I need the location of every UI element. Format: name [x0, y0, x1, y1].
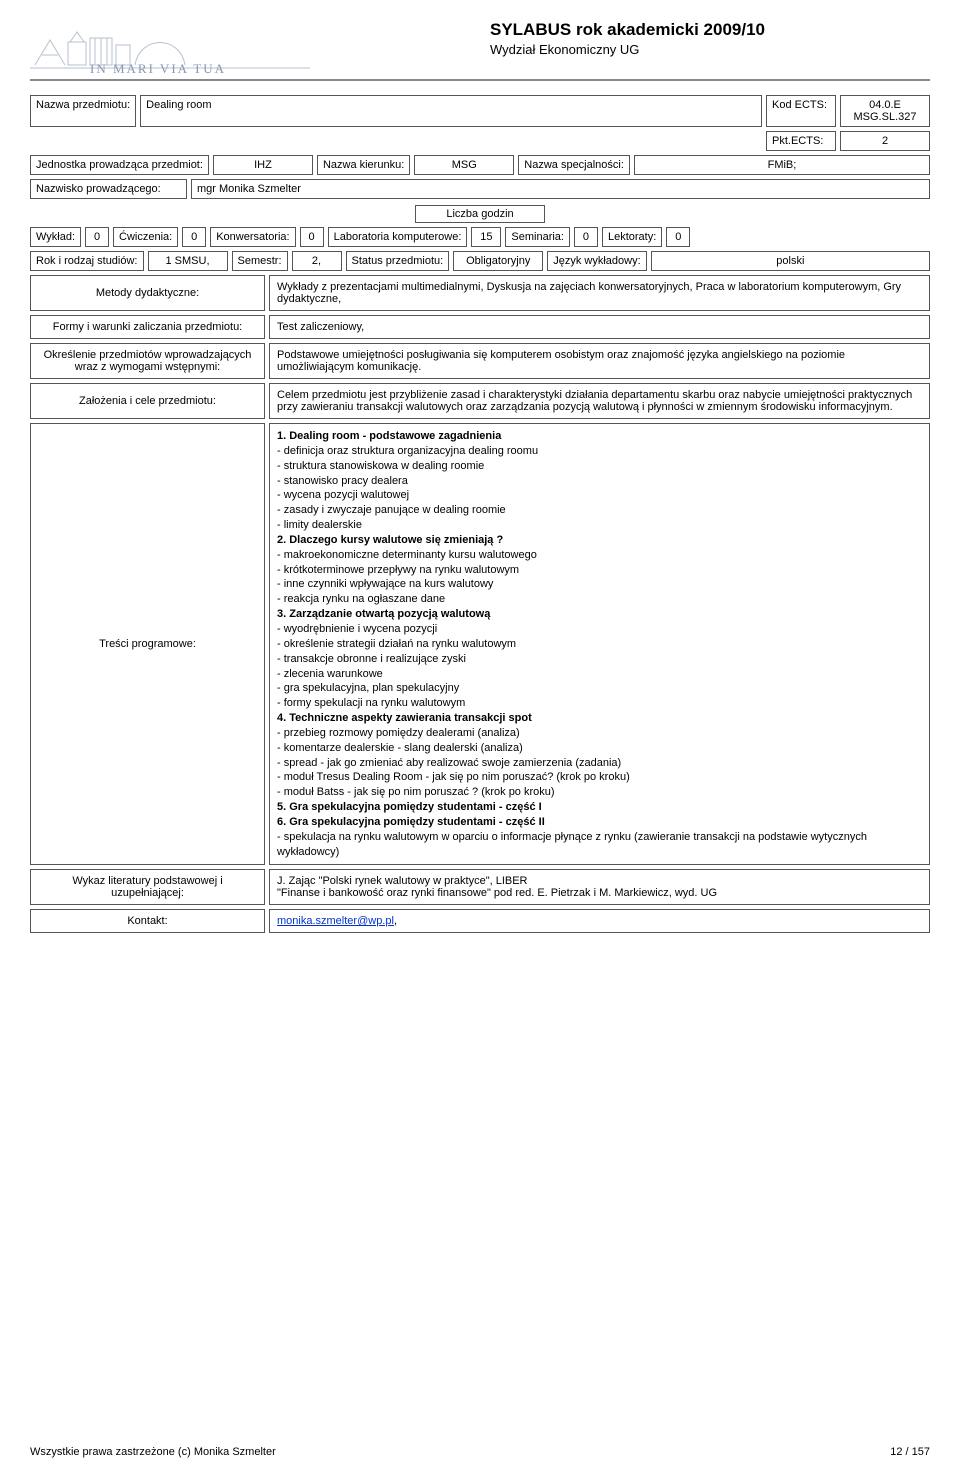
label-wykaz: Wykaz literatury podstawowej i uzupełnia… [30, 869, 265, 905]
syllabus-title: SYLABUS rok akademicki 2009/10 [490, 20, 930, 40]
value-zalozenia: Celem przedmiotu jest przybliżenie zasad… [269, 383, 930, 419]
label-semestr: Semestr: [232, 251, 288, 271]
value-wykaz: J. Zając "Polski rynek walutowy w prakty… [269, 869, 930, 905]
row-kontakt: Kontakt: monika.szmelter@wp.pl, [30, 909, 930, 933]
label-lektoraty: Lektoraty: [602, 227, 662, 247]
email-link[interactable]: monika.szmelter@wp.pl [277, 915, 394, 927]
label-zalozenia: Założenia i cele przedmiotu: [30, 383, 265, 419]
value-nazwa-przedmiotu: Dealing room [140, 95, 762, 127]
label-jezyk: Język wykładowy: [547, 251, 646, 271]
row-liczba-godzin: Liczba godzin [30, 205, 930, 223]
value-laboratoria: 15 [471, 227, 501, 247]
label-okreslenie: Określenie przedmiotów wprowadzających w… [30, 343, 265, 379]
row-study-info: Rok i rodzaj studiów: 1 SMSU, Semestr: 2… [30, 251, 930, 271]
value-seminaria: 0 [574, 227, 598, 247]
row-metody: Metody dydaktyczne: Wykłady z prezentacj… [30, 275, 930, 311]
page-header: IN MARI VIA TUA SYLABUS rok akademicki 2… [30, 20, 930, 81]
value-metody: Wykłady z prezentacjami multimedialnymi,… [269, 275, 930, 311]
label-nazwa-specjalnosci: Nazwa specjalności: [518, 155, 630, 175]
value-tresci: 1. Dealing room - podstawowe zagadnienia… [269, 423, 930, 865]
label-rok-rodzaj: Rok i rodzaj studiów: [30, 251, 144, 271]
value-formy: Test zaliczeniowy, [269, 315, 930, 339]
row-zalozenia: Założenia i cele przedmiotu: Celem przed… [30, 383, 930, 419]
value-kod-ects: 04.0.E MSG.SL.327 [840, 95, 930, 127]
row-subject: Nazwa przedmiotu: Dealing room Kod ECTS:… [30, 95, 930, 127]
value-okreslenie: Podstawowe umiejętności posługiwania się… [269, 343, 930, 379]
label-cwiczenia: Ćwiczenia: [113, 227, 178, 247]
value-wyklad: 0 [85, 227, 109, 247]
value-nazwa-kierunku: MSG [414, 155, 514, 175]
label-jednostka: Jednostka prowadząca przedmiot: [30, 155, 209, 175]
label-nazwa-przedmiotu: Nazwa przedmiotu: [30, 95, 136, 127]
value-lektoraty: 0 [666, 227, 690, 247]
value-status: Obligatoryjny [453, 251, 543, 271]
label-konwersatoria: Konwersatoria: [210, 227, 295, 247]
label-liczba-godzin: Liczba godzin [415, 205, 544, 223]
label-nazwisko-prow: Nazwisko prowadzącego: [30, 179, 187, 199]
value-nazwa-specjalnosci: FMiB; [634, 155, 930, 175]
footer-copyright: Wszystkie prawa zastrzeżone (c) Monika S… [30, 1446, 276, 1458]
page-footer: Wszystkie prawa zastrzeżone (c) Monika S… [30, 1446, 930, 1458]
header-logo: IN MARI VIA TUA [30, 20, 310, 75]
row-formy: Formy i warunki zaliczania przedmiotu: T… [30, 315, 930, 339]
faculty-name: Wydział Ekonomiczny UG [490, 42, 930, 57]
value-jednostka: IHZ [213, 155, 313, 175]
row-okreslenie: Określenie przedmiotów wprowadzających w… [30, 343, 930, 379]
value-pkt-ects: 2 [840, 131, 930, 151]
label-kontakt: Kontakt: [30, 909, 265, 933]
row-lecturer: Nazwisko prowadzącego: mgr Monika Szmelt… [30, 179, 930, 199]
label-wyklad: Wykład: [30, 227, 81, 247]
label-kod-ects: Kod ECTS: [766, 95, 836, 127]
label-laboratoria: Laboratoria komputerowe: [328, 227, 468, 247]
label-metody: Metody dydaktyczne: [30, 275, 265, 311]
value-jezyk: polski [651, 251, 930, 271]
value-konwersatoria: 0 [300, 227, 324, 247]
footer-page-number: 12 / 157 [890, 1446, 930, 1458]
label-tresci: Treści programowe: [30, 423, 265, 865]
row-tresci: Treści programowe: 1. Dealing room - pod… [30, 423, 930, 865]
kontakt-suffix: , [394, 915, 397, 927]
value-nazwisko-prow: mgr Monika Szmelter [191, 179, 930, 199]
row-unit: Jednostka prowadząca przedmiot: IHZ Nazw… [30, 155, 930, 175]
label-nazwa-kierunku: Nazwa kierunku: [317, 155, 410, 175]
value-cwiczenia: 0 [182, 227, 206, 247]
svg-text:IN MARI VIA TUA: IN MARI VIA TUA [90, 61, 226, 75]
label-formy: Formy i warunki zaliczania przedmiotu: [30, 315, 265, 339]
value-rok-rodzaj: 1 SMSU, [148, 251, 228, 271]
value-kontakt: monika.szmelter@wp.pl, [269, 909, 930, 933]
row-pkt-ects: Pkt.ECTS: 2 [30, 131, 930, 151]
label-status: Status przedmiotu: [346, 251, 450, 271]
row-hours: Wykład: 0 Ćwiczenia: 0 Konwersatoria: 0 … [30, 227, 930, 247]
label-pkt-ects: Pkt.ECTS: [766, 131, 836, 151]
row-wykaz: Wykaz literatury podstawowej i uzupełnia… [30, 869, 930, 905]
value-semestr: 2, [292, 251, 342, 271]
label-seminaria: Seminaria: [505, 227, 570, 247]
